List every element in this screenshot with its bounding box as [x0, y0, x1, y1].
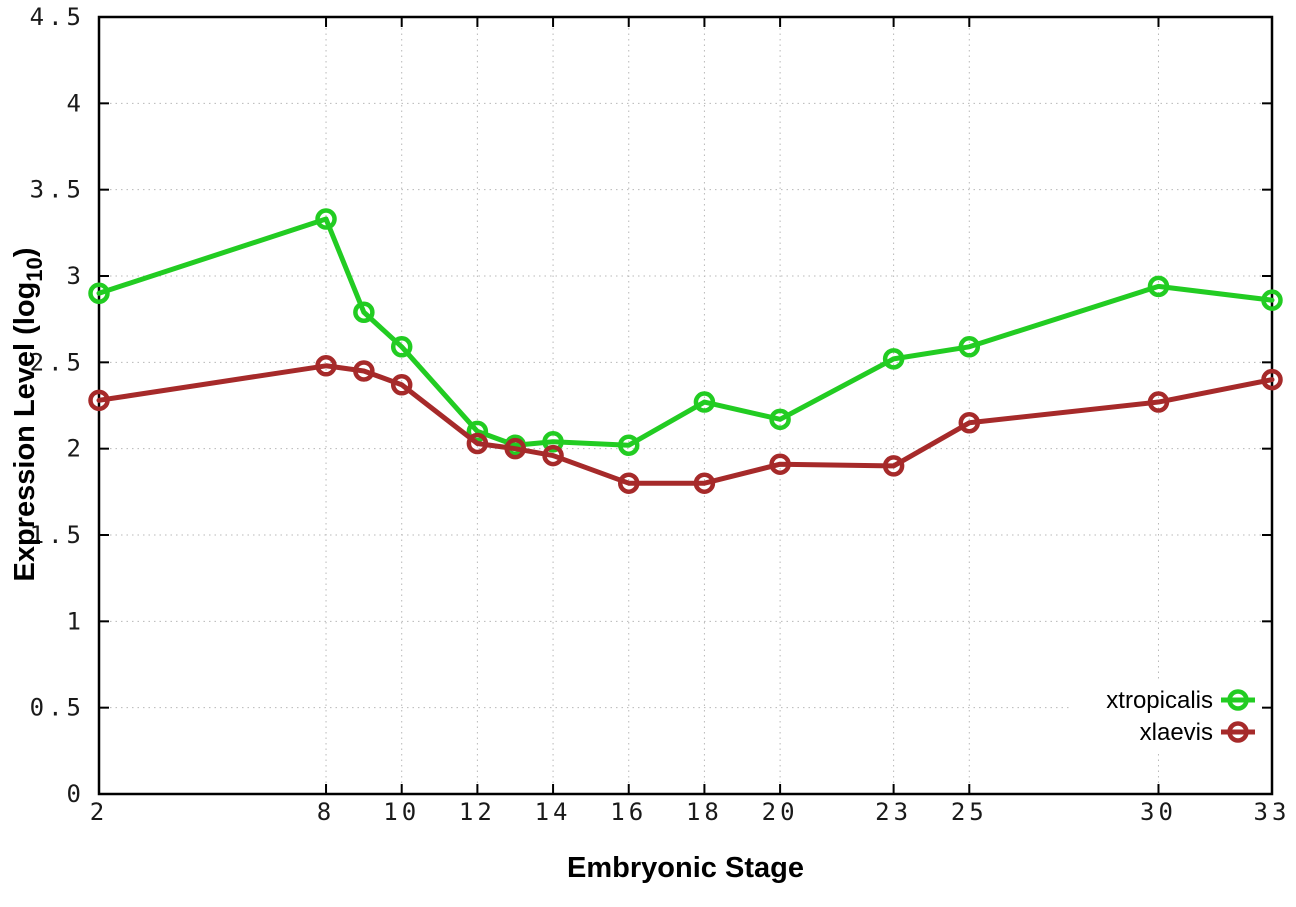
legend-sample-marker-xtropicalis	[1227, 689, 1249, 711]
marker-xtropicalis-stage-12	[466, 420, 489, 443]
marker-xtropicalis-stage-33	[1261, 289, 1283, 311]
marker-xlaevis-stage-13	[504, 437, 526, 460]
marker-xtropicalis-stage-14	[542, 431, 564, 453]
marker-xtropicalis-stage-16	[617, 434, 640, 456]
y-tick-label-3.5: 3.5	[30, 176, 85, 204]
legend-label-xtropicalis: xtropicalis	[1106, 687, 1213, 714]
x-tick-label-30: 30	[1140, 798, 1177, 826]
x-tick-label-20: 20	[762, 798, 799, 826]
y-tick-label-0: 0	[67, 780, 85, 808]
y-tick-label-2.5: 2.5	[30, 348, 85, 376]
plot-border	[97, 15, 1274, 796]
marker-xlaevis-stage-14	[542, 444, 564, 467]
x-tick-label-10: 10	[383, 798, 420, 826]
x-tick-label-23: 23	[875, 798, 912, 826]
marker-xlaevis-stage-18	[693, 472, 716, 494]
marker-xtropicalis-stage-30	[1147, 275, 1170, 298]
marker-xtropicalis-stage-9	[353, 301, 375, 324]
y-tick-label-0.5: 0.5	[30, 694, 85, 722]
y-tick-label-3: 3	[67, 262, 85, 290]
marker-xlaevis-stage-30	[1147, 391, 1170, 413]
marker-xlaevis-stage-25	[958, 412, 981, 434]
marker-xlaevis-stage-23	[882, 455, 905, 477]
marker-xlaevis-stage-10	[390, 374, 413, 396]
marker-xtropicalis-stage-25	[958, 336, 981, 358]
marker-xlaevis-stage-12	[466, 432, 489, 455]
marker-xtropicalis-stage-8	[315, 208, 337, 230]
y-tick-label-4: 4	[67, 89, 85, 117]
x-tick-label-16: 16	[610, 798, 647, 826]
legend-sample-marker-xlaevis	[1227, 721, 1249, 743]
x-axis-title: Embryonic Stage	[567, 852, 804, 884]
marker-xlaevis-stage-9	[353, 360, 375, 382]
y-tick-label-1.5: 1.5	[30, 521, 85, 549]
marker-xtropicalis-stage-18	[693, 391, 716, 413]
marker-xlaevis-stage-16	[617, 472, 640, 494]
y-tick-label-2: 2	[67, 435, 85, 463]
x-tick-label-2: 2	[90, 798, 108, 826]
marker-xtropicalis-stage-10	[390, 336, 413, 358]
x-tick-label-18: 18	[686, 798, 723, 826]
y-tick-label-1: 1	[67, 607, 85, 635]
marker-xtropicalis-stage-20	[769, 408, 791, 431]
marker-xtropicalis-stage-23	[882, 348, 905, 370]
marker-xlaevis-stage-33	[1261, 368, 1283, 391]
x-tick-label-14: 14	[535, 798, 572, 826]
x-tick-label-33: 33	[1254, 798, 1291, 826]
x-tick-label-8: 8	[317, 798, 335, 826]
legend-label-xlaevis: xlaevis	[1140, 719, 1213, 746]
marker-xlaevis-stage-20	[769, 453, 791, 475]
y-tick-label-4.5: 4.5	[30, 3, 85, 31]
marker-xlaevis-stage-8	[315, 355, 337, 377]
x-tick-label-25: 25	[951, 798, 988, 826]
marker-xtropicalis-stage-2	[88, 282, 110, 305]
y-axis-title: Expression Level (log10)	[9, 248, 47, 582]
marker-xlaevis-stage-2	[88, 389, 110, 412]
x-tick-label-12: 12	[459, 798, 496, 826]
